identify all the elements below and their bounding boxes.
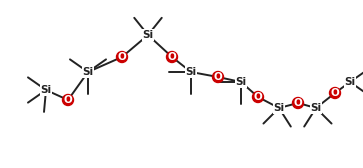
Text: Si: Si bbox=[40, 85, 52, 95]
Circle shape bbox=[167, 52, 178, 62]
Circle shape bbox=[62, 94, 73, 106]
Text: O: O bbox=[213, 72, 223, 82]
Circle shape bbox=[212, 72, 224, 82]
Text: Si: Si bbox=[82, 67, 94, 77]
Text: O: O bbox=[64, 95, 72, 105]
Text: O: O bbox=[331, 88, 339, 98]
Text: Si: Si bbox=[310, 103, 322, 113]
Circle shape bbox=[330, 88, 340, 98]
Circle shape bbox=[117, 52, 127, 62]
Text: O: O bbox=[118, 52, 126, 62]
Text: Si: Si bbox=[142, 30, 154, 40]
Circle shape bbox=[293, 97, 303, 109]
Text: O: O bbox=[168, 52, 176, 62]
Text: O: O bbox=[254, 92, 262, 102]
Text: Si: Si bbox=[236, 77, 246, 87]
Circle shape bbox=[253, 92, 264, 102]
Text: O: O bbox=[294, 98, 302, 108]
Text: Si: Si bbox=[344, 77, 356, 87]
Text: Si: Si bbox=[273, 103, 285, 113]
Text: Si: Si bbox=[185, 67, 196, 77]
